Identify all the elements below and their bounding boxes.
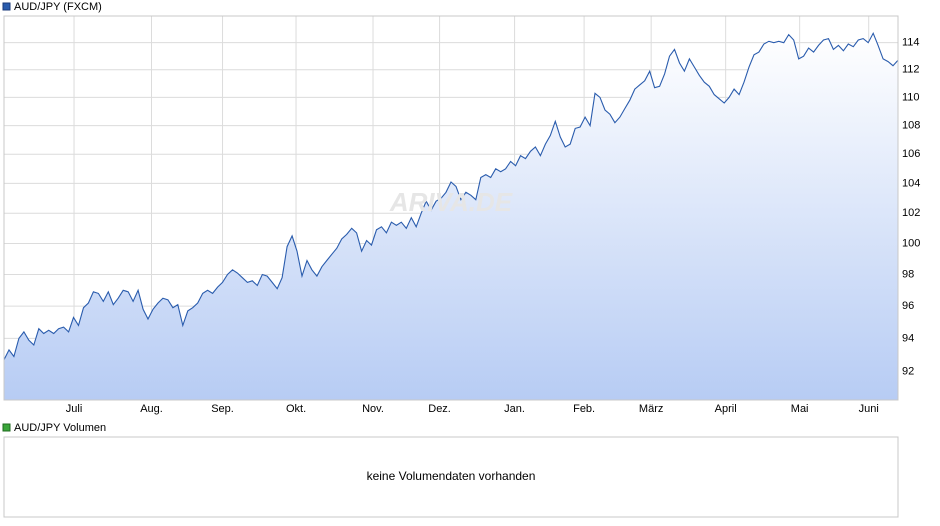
- x-tick-label: Mai: [791, 403, 809, 415]
- x-tick-label: Sep.: [211, 403, 234, 415]
- volume-legend-swatch: [2, 423, 11, 432]
- x-tick-label: Aug.: [140, 403, 163, 415]
- legend-swatch: [2, 2, 11, 11]
- x-tick-label: März: [639, 403, 663, 415]
- y-tick-label: 100: [902, 237, 920, 249]
- y-tick-label: 98: [902, 268, 914, 280]
- y-tick-label: 104: [902, 177, 920, 189]
- plot-frame: [3, 15, 899, 401]
- y-tick-label: 96: [902, 300, 914, 312]
- volume-message: keine Volumendaten vorhanden: [367, 469, 536, 483]
- y-tick-label: 112: [902, 64, 920, 76]
- volume-legend-label: AUD/JPY Volumen: [14, 422, 106, 434]
- y-tick-label: 94: [902, 332, 914, 344]
- y-tick-label: 102: [902, 207, 920, 219]
- watermark: ARIVA.DE: [389, 187, 513, 217]
- area: [4, 33, 898, 401]
- x-tick-label: Nov.: [362, 403, 384, 415]
- y-tick-label: 106: [902, 148, 920, 160]
- y-tick-label: 108: [902, 119, 920, 131]
- x-tick-label: Okt.: [286, 403, 306, 415]
- x-tick-label: Juni: [859, 403, 879, 415]
- y-tick-label: 110: [902, 91, 920, 103]
- x-tick-label: Juli: [66, 403, 83, 415]
- legend-label: AUD/JPY (FXCM): [14, 1, 102, 13]
- x-tick-label: April: [715, 403, 737, 415]
- volume-frame: [3, 436, 899, 518]
- y-tick-label: 92: [902, 365, 914, 377]
- price-line: [3, 32, 899, 361]
- x-tick-label: Dez.: [428, 403, 451, 415]
- x-tick-label: Jan.: [504, 403, 525, 415]
- y-tick-label: 114: [902, 37, 920, 49]
- x-tick-label: Feb.: [573, 403, 595, 415]
